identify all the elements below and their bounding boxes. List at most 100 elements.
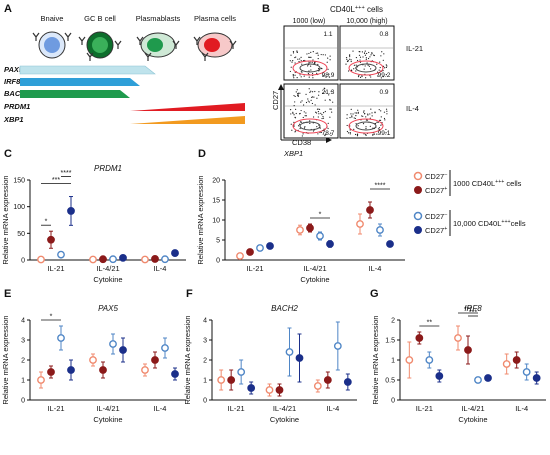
- flow-event-dot: [289, 109, 292, 111]
- flow-event-dot: [293, 77, 295, 79]
- flow-event-dot: [316, 97, 318, 99]
- flow-event-dot: [383, 117, 386, 120]
- flow-event-dot: [365, 57, 367, 59]
- flow-event-dot: [371, 115, 373, 117]
- flow-event-dot: [327, 68, 329, 70]
- flow-event-dot: [379, 119, 382, 121]
- flow-event-dot: [365, 116, 367, 118]
- flow-event-dot: [365, 133, 367, 136]
- x-axis-label: Cytokine: [93, 275, 122, 284]
- flow-event-dot: [346, 114, 348, 116]
- flow-event-dot: [378, 127, 381, 129]
- flow-event-dot: [321, 117, 323, 120]
- flow-event-dot: [365, 77, 367, 79]
- flow-event-dot: [300, 109, 302, 112]
- antibody-icon: [229, 40, 237, 49]
- panel-letter-b: B: [262, 3, 270, 15]
- x-tick-label: IL-4/21: [96, 264, 119, 273]
- data-point: [502, 360, 511, 368]
- flow-event-dot: [384, 119, 386, 121]
- flow-event-dot: [383, 53, 385, 55]
- flow-ylabel: CD27: [271, 91, 280, 110]
- x-tick-label: IL-21: [47, 264, 64, 273]
- flow-event-dot: [296, 50, 298, 52]
- flow-event-dot: [369, 125, 371, 127]
- flow-event-dot: [386, 113, 388, 115]
- flow-event-dot: [378, 109, 380, 111]
- flow-event-dot: [346, 58, 348, 60]
- flow-event-dot: [305, 93, 307, 95]
- data-point: [356, 220, 364, 228]
- flow-event-dot: [361, 51, 363, 53]
- data-point: [119, 346, 127, 354]
- flow-event-dot: [370, 108, 372, 110]
- flow-event-dot: [318, 94, 320, 96]
- flow-event-dot: [291, 129, 293, 131]
- y-tick-label: 0.5: [385, 378, 395, 385]
- flow-event-dot: [290, 66, 292, 68]
- flow-event-dot: [295, 130, 297, 132]
- cell-nucleus-icon: [147, 38, 163, 52]
- flow-event-dot: [377, 75, 379, 77]
- panel-letter-d: D: [198, 148, 206, 160]
- flow-event-dot: [370, 54, 372, 56]
- flow-event-dot: [329, 108, 331, 110]
- flow-event-dot: [371, 53, 373, 55]
- x-tick-label: IL-21: [416, 404, 433, 413]
- data-point: [474, 376, 482, 384]
- flow-event-dot: [330, 90, 332, 92]
- x-tick-label: IL-4: [515, 404, 528, 413]
- flow-event-dot: [296, 93, 299, 95]
- flow-event-dot: [327, 57, 329, 59]
- flow-event-dot: [297, 92, 300, 94]
- x-tick-label: IL-4/21: [96, 404, 119, 413]
- data-point: [464, 346, 472, 354]
- flow-event-dot: [386, 110, 388, 112]
- data-point: [333, 342, 342, 350]
- significance-label: ****: [375, 183, 386, 190]
- gene-label: PRDM1: [4, 102, 30, 111]
- data-point: [512, 356, 521, 364]
- cell-type-label: GC B cell: [84, 14, 116, 23]
- data-point: [532, 374, 541, 382]
- flow-event-dot: [294, 101, 296, 103]
- flow-event-dot: [307, 98, 309, 100]
- antibody-icon: [172, 40, 180, 49]
- data-point: [57, 250, 65, 259]
- flow-event-dot: [354, 117, 356, 120]
- flow-event-dot: [298, 61, 300, 63]
- flow-event-dot: [330, 134, 332, 137]
- panel-letter-c: C: [4, 148, 12, 160]
- flow-event-dot: [380, 110, 382, 112]
- flow-event-dot: [314, 90, 316, 93]
- flow-event-dot: [308, 62, 310, 64]
- flow-event-dot: [349, 133, 351, 135]
- flow-event-dot: [386, 65, 388, 67]
- flow-event-dot: [303, 75, 305, 77]
- y-tick-label: 0: [203, 398, 207, 405]
- flow-event-dot: [368, 65, 370, 67]
- flow-event-dot: [325, 76, 327, 78]
- y-tick-label: 0: [21, 258, 25, 265]
- flow-density-contour: [299, 63, 321, 73]
- flow-event-dot: [327, 127, 329, 130]
- flow-event-dot: [324, 91, 326, 93]
- flow-event-dot: [330, 108, 332, 110]
- flow-quadrant-lower: 99.1: [378, 130, 391, 137]
- flow-event-dot: [373, 133, 376, 135]
- flow-event-dot: [307, 65, 309, 67]
- data-point: [415, 334, 424, 342]
- flow-event-dot: [365, 134, 367, 137]
- panel-letter-e: E: [4, 288, 11, 300]
- flow-event-dot: [308, 76, 310, 78]
- flow-event-dot: [305, 112, 307, 114]
- flow-event-dot: [345, 57, 348, 59]
- data-point: [522, 368, 531, 376]
- flow-event-dot: [301, 100, 303, 102]
- antibody-icon: [144, 52, 152, 61]
- flow-event-dot: [353, 64, 356, 66]
- flow-event-dot: [292, 74, 294, 76]
- data-point: [386, 240, 394, 248]
- data-point: [89, 356, 97, 364]
- flow-row-label: IL-4: [406, 104, 419, 113]
